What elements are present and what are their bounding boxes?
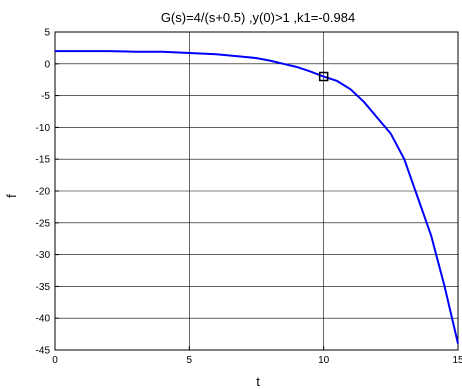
series-line [55,50,459,344]
y-tick-label: -45 [36,346,51,357]
x-tick-label: 0 [52,355,58,366]
y-tick-label: -20 [36,187,51,198]
y-tick-label: -25 [36,218,51,229]
y-axis-label: f [4,194,19,198]
y-tick-label: -5 [41,91,50,102]
y-tick-label: -40 [36,314,51,325]
y-tick-label: -35 [36,282,51,293]
x-axis-ticks: 0 5 10 15 [52,346,462,366]
x-tick-label: 10 [318,355,330,366]
y-tick-label: -10 [36,123,51,134]
marker-square [318,71,329,82]
grid-lines [54,31,459,351]
x-tick-label: 15 [452,355,462,366]
y-tick-label: -30 [36,250,51,261]
y-axis-ticks: 5 0 -5 -10 -15 -20 -25 -30 -35 -40 -45 [36,28,59,357]
x-axis-label: t [256,374,260,389]
y-tick-label: -15 [36,155,51,166]
chart-title: G(s)=4/(s+0.5) ,y(0)>1 ,k1=-0.984 [161,10,355,25]
x-tick-label: 5 [187,355,193,366]
y-tick-label: 0 [44,59,50,70]
y-tick-label: 5 [44,28,50,39]
